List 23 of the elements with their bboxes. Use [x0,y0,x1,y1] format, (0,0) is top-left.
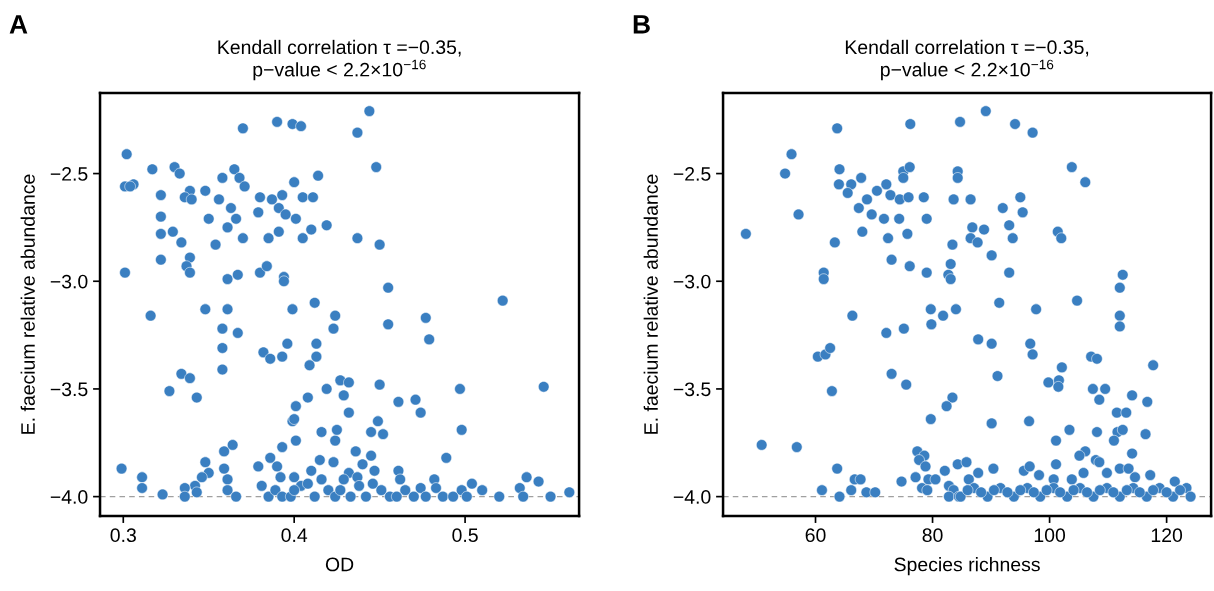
y-axis-title: E. faecium relative abundance [643,174,658,434]
y-tick-label: −2.5 [673,167,711,181]
text: B [633,15,650,34]
y-tick-label: −4.0 [50,490,88,504]
y-axis-title: E. faecium relative abundance [20,174,35,434]
x-tick-label: 120 [1151,528,1183,543]
y-tick-label: −3.0 [673,274,711,289]
y-tick-label: −3.0 [50,274,88,289]
y-tick-label: −4.0 [673,490,711,504]
x-axis-title: Species richness [894,557,1040,576]
x-tick-label: 100 [1034,528,1066,543]
x-tick-label: 0.4 [281,528,308,543]
text: A [9,15,28,34]
x-tick-label: 60 [805,528,826,543]
y-tick-label: −2.5 [50,167,88,181]
x-axis-title: OD [325,557,354,572]
chart-title: Kendall correlation τ =−0.35, p−value < 2.2×10$^{−16}$ [845,39,1089,81]
y-tick-label: −3.5 [50,382,88,397]
y-tick-label: −3.5 [673,382,711,397]
chart-title: Kendall correlation τ =−0.35, p−value < 2.2×10$^{−16}$ [218,39,461,81]
x-tick-label: 0.5 [452,528,478,543]
x-tick-label: 0.3 [110,528,136,543]
x-tick-label: 80 [922,528,943,543]
